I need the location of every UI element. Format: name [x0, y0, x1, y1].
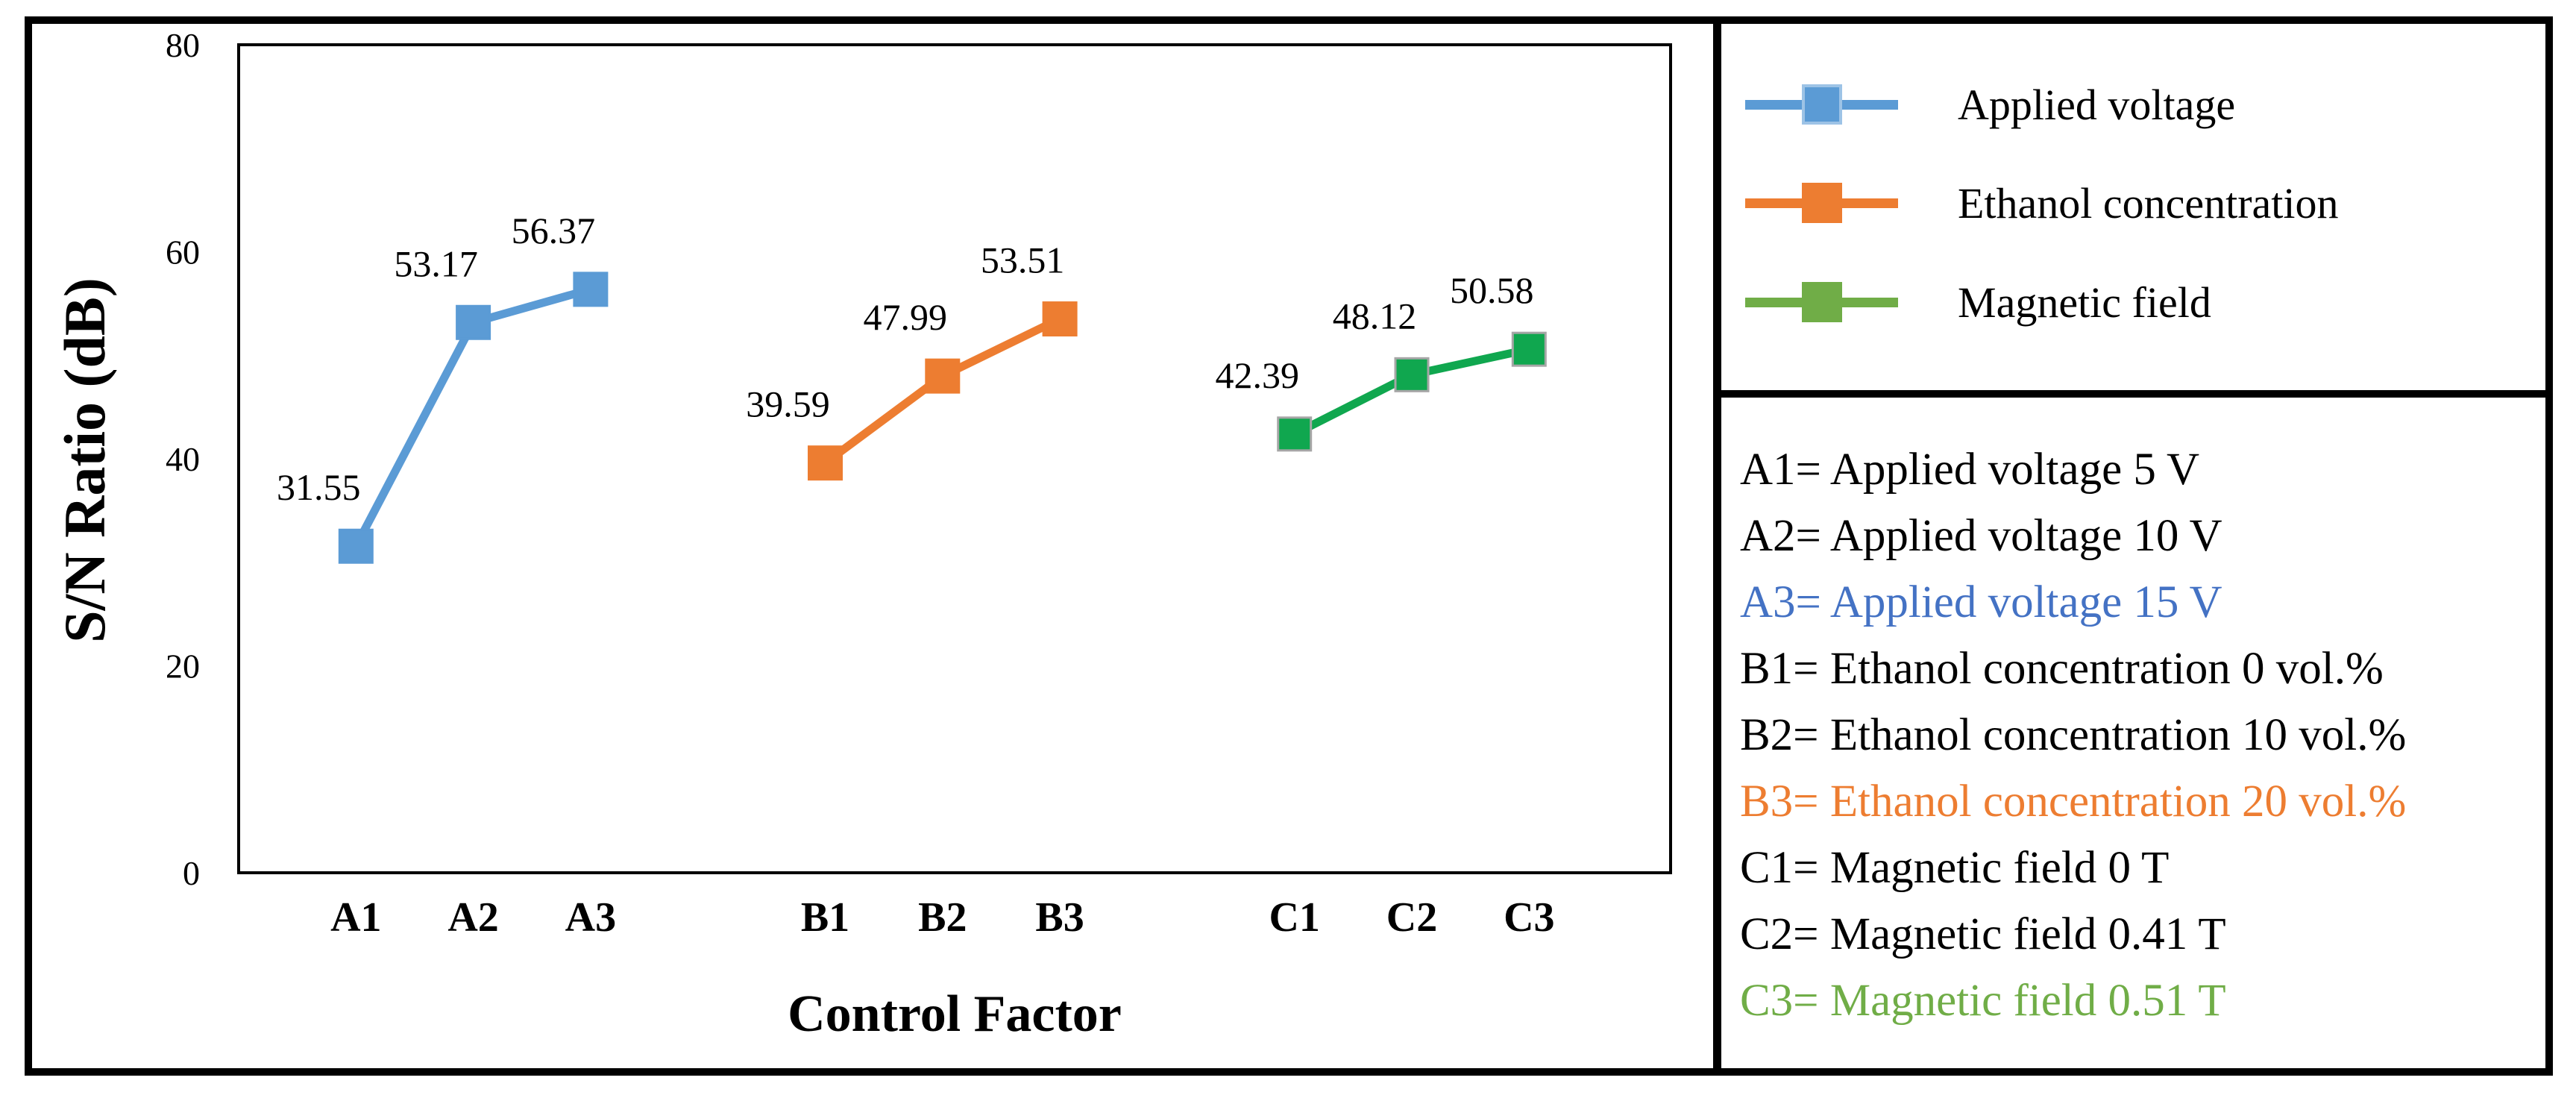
- factor-definition: C1= Magnetic field 0 T: [1740, 843, 2170, 893]
- plot-area-frame: [237, 43, 1672, 874]
- legend-item: Magnetic field: [1745, 278, 2211, 327]
- data-point-marker-C2: [1394, 357, 1430, 392]
- data-label-C2: 48.12: [1333, 295, 1417, 336]
- factor-definition: B2= Ethanol concentration 10 vol.%: [1740, 710, 2407, 760]
- data-point-marker-C1: [1277, 416, 1313, 452]
- y-tick-label: 0: [183, 854, 200, 892]
- data-label-C1: 42.39: [1215, 354, 1299, 396]
- data-point-marker-A2: [456, 304, 491, 340]
- data-point-marker-B1: [808, 445, 843, 481]
- x-tick-label-A2: A2: [447, 894, 498, 941]
- data-point-marker-A1: [338, 528, 374, 564]
- y-tick-label: 60: [166, 233, 200, 272]
- data-label-C3: 50.58: [1450, 269, 1534, 311]
- figure-outer-border: [25, 16, 2553, 1076]
- legend-square-swatch: [1801, 282, 1842, 322]
- data-label-B1: 39.59: [746, 383, 830, 425]
- legend-label: Applied voltage: [1958, 80, 2236, 129]
- legend-label: Ethanol concentration: [1958, 178, 2339, 228]
- y-axis-title: S/N Ratio (dB): [52, 277, 117, 643]
- x-tick-label-B3: B3: [1035, 894, 1084, 941]
- legend-label: Magnetic field: [1958, 277, 2211, 327]
- data-label-B2: 47.99: [864, 296, 948, 338]
- legend-line-swatch: [1745, 282, 1898, 322]
- factor-definition: B3= Ethanol concentration 20 vol.%: [1740, 777, 2407, 827]
- data-label-A3: 56.37: [512, 210, 596, 251]
- y-tick-label: 80: [166, 26, 200, 64]
- x-tick-label-B1: B1: [801, 894, 849, 941]
- x-tick-label-B2: B2: [918, 894, 967, 941]
- factor-definition: C2= Magnetic field 0.41 T: [1740, 909, 2226, 959]
- data-label-A1: 31.55: [277, 466, 361, 508]
- data-label-B3: 53.51: [981, 239, 1065, 281]
- legend-line-swatch: [1745, 183, 1898, 223]
- legend-definitions-divider: [1713, 390, 2553, 398]
- y-tick-label: 40: [166, 440, 200, 478]
- x-axis-title: Control Factor: [788, 985, 1122, 1043]
- panel-vertical-divider: [1713, 16, 1721, 1076]
- factor-definition: A1= Applied voltage 5 V: [1740, 445, 2200, 495]
- x-tick-label-C1: C1: [1269, 894, 1319, 941]
- x-tick-label-A3: A3: [565, 894, 616, 941]
- factor-definitions-panel: A1= Applied voltage 5 V A2= Applied volt…: [1740, 436, 2549, 1034]
- data-point-marker-B2: [925, 358, 961, 394]
- factor-definition: C3= Magnetic field 0.51 T: [1740, 976, 2226, 1026]
- x-tick-label-C2: C2: [1386, 894, 1437, 941]
- factor-definition: A2= Applied voltage 10 V: [1740, 511, 2222, 561]
- data-point-marker-A3: [573, 272, 609, 307]
- x-tick-label-C3: C3: [1504, 894, 1554, 941]
- legend-square-swatch: [1801, 183, 1842, 223]
- legend-item: Applied voltage: [1745, 81, 2235, 129]
- data-point-marker-C3: [1511, 331, 1547, 367]
- x-tick-label-A1: A1: [330, 894, 381, 941]
- factor-definition: B1= Ethanol concentration 0 vol.%: [1740, 644, 2384, 694]
- y-tick-label: 20: [166, 647, 200, 686]
- legend-line-swatch: [1745, 84, 1898, 125]
- factor-definition: A3= Applied voltage 15 V: [1740, 577, 2222, 627]
- data-label-A2: 53.17: [394, 242, 478, 284]
- data-point-marker-B3: [1042, 301, 1078, 337]
- legend-square-swatch: [1801, 84, 1842, 125]
- legend-item: Ethanol concentration: [1745, 179, 2339, 228]
